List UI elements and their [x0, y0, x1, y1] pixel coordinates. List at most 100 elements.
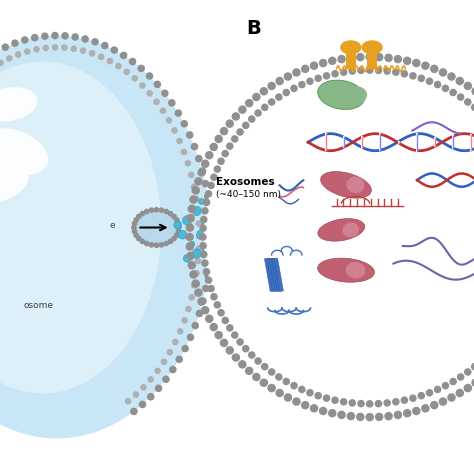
Circle shape [435, 82, 441, 88]
Circle shape [195, 289, 202, 296]
Circle shape [177, 138, 182, 144]
Circle shape [62, 33, 68, 39]
Circle shape [464, 82, 471, 90]
Circle shape [215, 331, 222, 338]
Text: B: B [246, 19, 261, 38]
Circle shape [413, 59, 420, 66]
Circle shape [202, 260, 208, 266]
Circle shape [301, 401, 309, 409]
Bar [346, 52, 356, 69]
Circle shape [221, 217, 229, 224]
Circle shape [268, 384, 275, 392]
Circle shape [375, 413, 383, 420]
Circle shape [211, 174, 217, 180]
Circle shape [206, 201, 216, 211]
Circle shape [276, 77, 283, 84]
Circle shape [163, 376, 169, 383]
Circle shape [191, 184, 197, 190]
Circle shape [132, 225, 136, 230]
Circle shape [456, 77, 464, 84]
Circle shape [410, 73, 416, 79]
Circle shape [269, 99, 275, 105]
Circle shape [299, 386, 305, 392]
Circle shape [323, 395, 329, 401]
Circle shape [328, 410, 336, 417]
Circle shape [182, 318, 187, 323]
Circle shape [284, 73, 292, 80]
Circle shape [116, 64, 121, 69]
Circle shape [201, 217, 207, 223]
Circle shape [177, 225, 181, 230]
Circle shape [472, 364, 474, 370]
Circle shape [249, 352, 255, 358]
Circle shape [205, 277, 211, 283]
Ellipse shape [318, 258, 374, 282]
Circle shape [125, 399, 131, 404]
Circle shape [427, 78, 433, 84]
Circle shape [262, 104, 268, 110]
Circle shape [358, 67, 364, 73]
Circle shape [192, 322, 198, 328]
Circle shape [168, 211, 173, 216]
Circle shape [243, 122, 249, 128]
Circle shape [42, 33, 48, 39]
Circle shape [164, 241, 168, 246]
Circle shape [200, 243, 206, 249]
Circle shape [155, 208, 158, 212]
Text: e: e [109, 220, 115, 229]
Circle shape [195, 258, 201, 264]
Circle shape [62, 45, 67, 50]
Circle shape [418, 392, 424, 399]
Circle shape [155, 368, 160, 374]
Circle shape [222, 150, 228, 156]
Circle shape [32, 35, 38, 41]
Circle shape [232, 113, 239, 120]
Circle shape [201, 251, 207, 257]
Circle shape [394, 411, 401, 419]
Circle shape [299, 82, 305, 88]
Circle shape [140, 83, 145, 88]
Circle shape [148, 377, 154, 382]
Circle shape [137, 237, 141, 241]
Circle shape [410, 395, 416, 401]
Circle shape [465, 369, 471, 375]
Circle shape [201, 307, 209, 314]
Ellipse shape [320, 172, 372, 198]
Circle shape [276, 94, 282, 100]
Circle shape [195, 209, 201, 214]
Circle shape [120, 52, 127, 58]
Circle shape [111, 47, 118, 53]
Circle shape [139, 401, 146, 408]
Circle shape [176, 229, 181, 234]
Circle shape [210, 323, 217, 330]
Bar [264, 258, 274, 292]
Circle shape [210, 143, 217, 150]
Circle shape [269, 369, 275, 375]
Circle shape [208, 182, 214, 189]
Circle shape [175, 110, 182, 116]
Circle shape [216, 244, 225, 254]
Circle shape [218, 310, 224, 316]
Circle shape [154, 99, 159, 104]
Circle shape [237, 339, 243, 345]
Circle shape [332, 71, 338, 77]
Circle shape [375, 67, 382, 73]
Circle shape [140, 211, 145, 216]
Circle shape [211, 294, 217, 300]
Circle shape [315, 75, 321, 82]
Circle shape [218, 227, 223, 233]
Circle shape [164, 210, 168, 214]
Circle shape [347, 55, 355, 62]
Circle shape [340, 69, 346, 75]
Bar [274, 258, 283, 292]
Circle shape [196, 310, 202, 317]
Circle shape [246, 367, 253, 374]
Circle shape [192, 206, 201, 216]
Circle shape [195, 178, 202, 185]
Ellipse shape [343, 222, 359, 237]
Circle shape [422, 62, 429, 69]
Circle shape [25, 49, 30, 54]
Circle shape [187, 215, 194, 222]
Circle shape [186, 306, 191, 311]
Circle shape [189, 295, 194, 300]
